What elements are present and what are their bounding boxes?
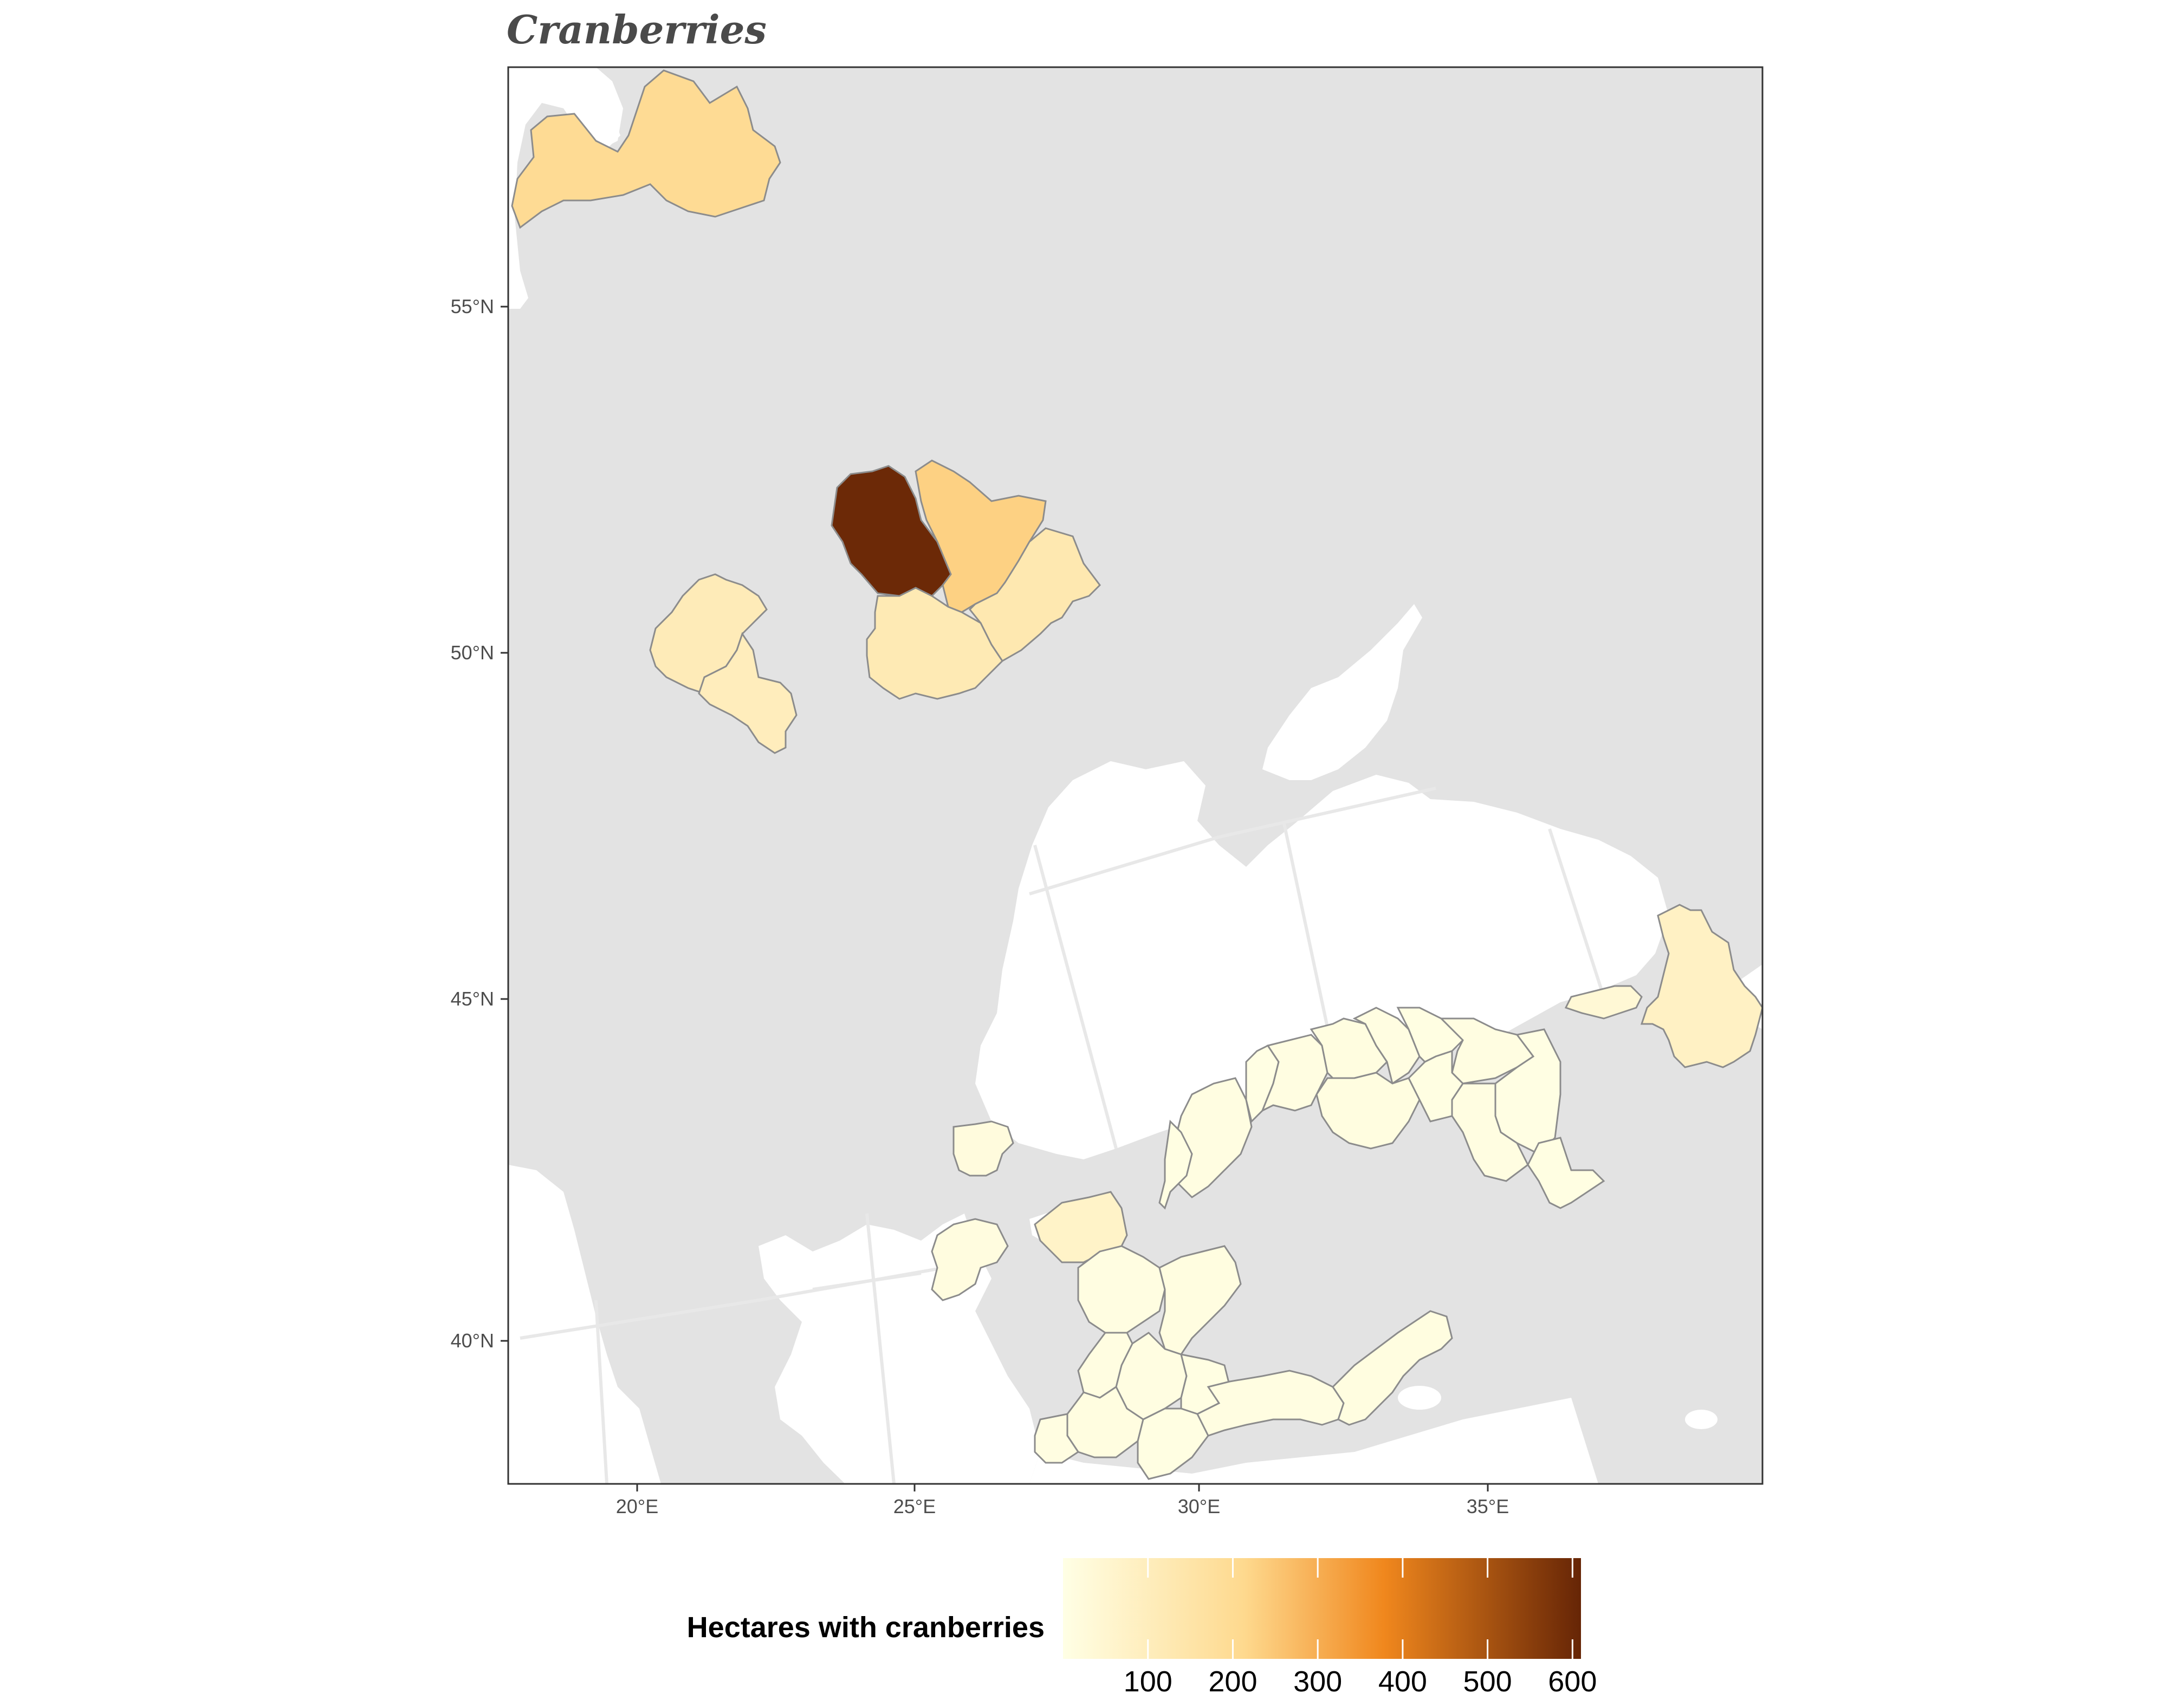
region-turkey-north-13[interactable] bbox=[1408, 1049, 1464, 1123]
map-panel bbox=[508, 67, 1762, 1484]
region-turkey-north-8[interactable] bbox=[1439, 1017, 1535, 1085]
legend-title: Hectares with cranberries bbox=[687, 1611, 1045, 1644]
region-turkey-central-1[interactable] bbox=[1077, 1245, 1166, 1334]
lake-van bbox=[1685, 1410, 1718, 1429]
grid-line-lon-35 bbox=[1548, 828, 1605, 997]
legend-colorbar bbox=[1063, 1558, 1581, 1659]
x-tick-label-20: 20°E bbox=[616, 1495, 658, 1517]
legend-tick-label: 200 bbox=[1208, 1665, 1257, 1698]
region-turkey-north-5[interactable] bbox=[1310, 1017, 1388, 1079]
grid-line-lat-45 bbox=[1029, 787, 1436, 896]
region-rostov-area[interactable] bbox=[1640, 904, 1762, 1068]
region-turkey-north-10[interactable] bbox=[1527, 1137, 1605, 1209]
region-greece-lesbos-area[interactable] bbox=[931, 1218, 1009, 1301]
graticule bbox=[520, 787, 1605, 1484]
sea-of-azov bbox=[1262, 604, 1422, 780]
x-axis: 20°E 25°E 30°E 35°E bbox=[616, 1484, 1509, 1517]
grid-line-lon-25 bbox=[865, 1213, 896, 1484]
panel-border bbox=[507, 66, 1764, 1485]
region-turkey-south-5[interactable] bbox=[1196, 1370, 1345, 1437]
region-zhytomyr-area[interactable] bbox=[968, 527, 1101, 662]
region-turkey-south-4[interactable] bbox=[1137, 1407, 1209, 1480]
legend-ticks: 100 200 300 400 500 600 bbox=[1124, 1558, 1597, 1698]
legend-tick-label: 600 bbox=[1548, 1665, 1597, 1698]
legend-tick-label: 100 bbox=[1124, 1665, 1172, 1698]
grid-line-lon-30 bbox=[1033, 845, 1118, 1149]
x-tick-label-30: 30°E bbox=[1178, 1495, 1220, 1517]
region-turkey-south-6[interactable] bbox=[1332, 1310, 1453, 1426]
y-tick-label-45: 45°N bbox=[451, 988, 494, 1010]
region-bulgaria-coast[interactable] bbox=[952, 1120, 1014, 1177]
region-turkey-south-3[interactable] bbox=[1034, 1413, 1080, 1464]
y-tick-label-50: 50°N bbox=[451, 641, 494, 664]
region-turkey-north-2[interactable] bbox=[1158, 1119, 1193, 1210]
y-axis: 55°N 50°N 45°N 40°N bbox=[451, 295, 508, 1352]
map-title: Cranberries bbox=[507, 7, 767, 53]
region-khmelnytskyi-area[interactable] bbox=[866, 587, 1003, 700]
region-turkey-north-6[interactable] bbox=[1352, 1007, 1421, 1085]
legend: Hectares with cranberries 100 200 300 400 50… bbox=[687, 1558, 1597, 1698]
black-sea bbox=[975, 761, 1669, 1159]
y-tick-label-40: 40°N bbox=[451, 1329, 494, 1352]
region-turkey-central-2[interactable] bbox=[1158, 1245, 1242, 1355]
y-tick-label-55: 55°N bbox=[451, 295, 494, 317]
region-latvia[interactable] bbox=[511, 69, 781, 229]
choropleth-regions bbox=[511, 69, 1762, 1480]
region-turkey-north-4[interactable] bbox=[1261, 1034, 1328, 1113]
mediterranean-sea bbox=[1029, 1398, 1598, 1484]
region-krasnodar-area[interactable] bbox=[1564, 985, 1643, 1020]
legend-tick-label: 300 bbox=[1293, 1665, 1342, 1698]
region-ivano-frankivsk[interactable] bbox=[698, 632, 798, 754]
lake-tuz bbox=[1398, 1386, 1441, 1410]
ionian-sea bbox=[508, 1165, 661, 1484]
region-turkey-north-12[interactable] bbox=[1315, 1072, 1421, 1150]
x-tick-label-25: 25°E bbox=[893, 1495, 936, 1517]
grid-line-lat-40b bbox=[812, 1272, 922, 1291]
legend-tick-label: 500 bbox=[1463, 1665, 1512, 1698]
grid-line-lon-20 bbox=[594, 1300, 608, 1484]
x-tick-label-35: 35°E bbox=[1467, 1495, 1509, 1517]
legend-tick-label: 400 bbox=[1378, 1665, 1427, 1698]
